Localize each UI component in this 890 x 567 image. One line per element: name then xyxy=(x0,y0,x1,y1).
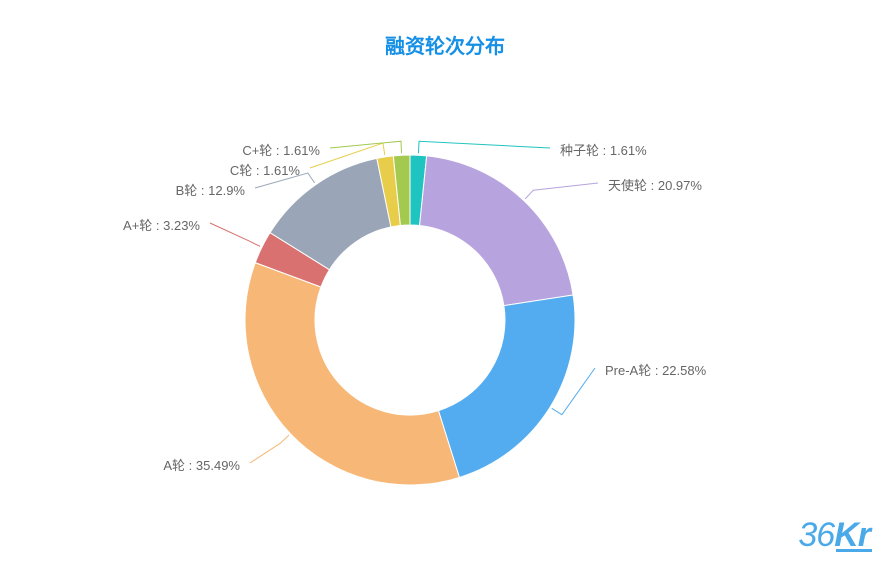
chart-container: 融资轮次分布 种子轮 : 1.61%天使轮 : 20.97%Pre-A轮 : 2… xyxy=(0,0,890,567)
leader-A轮 xyxy=(250,435,289,463)
logo-kr: Kr xyxy=(834,516,870,554)
leader-C+轮 xyxy=(330,141,402,153)
donut-chart xyxy=(0,0,890,567)
leader-天使轮 xyxy=(525,183,598,199)
slice-label-C轮: C轮 : 1.61% xyxy=(230,160,300,179)
slice-label-Pre-A轮: Pre-A轮 : 22.58% xyxy=(605,360,706,379)
logo-36kr: 36Kr xyxy=(798,516,870,555)
slice-A轮 xyxy=(245,263,459,485)
slice-Pre-A轮 xyxy=(438,295,575,477)
slice-label-B轮: B轮 : 12.9% xyxy=(176,180,245,199)
slice-label-C+轮: C+轮 : 1.61% xyxy=(242,140,320,159)
leader-种子轮 xyxy=(418,141,550,153)
slice-label-A+轮: A+轮 : 3.23% xyxy=(123,215,200,234)
logo-36: 36 xyxy=(798,516,834,554)
slice-label-A轮: A轮 : 35.49% xyxy=(163,455,240,474)
slice-label-种子轮: 种子轮 : 1.61% xyxy=(560,140,647,159)
slice-label-天使轮: 天使轮 : 20.97% xyxy=(608,175,702,194)
slice-天使轮 xyxy=(420,156,574,306)
leader-A+轮 xyxy=(210,223,260,246)
